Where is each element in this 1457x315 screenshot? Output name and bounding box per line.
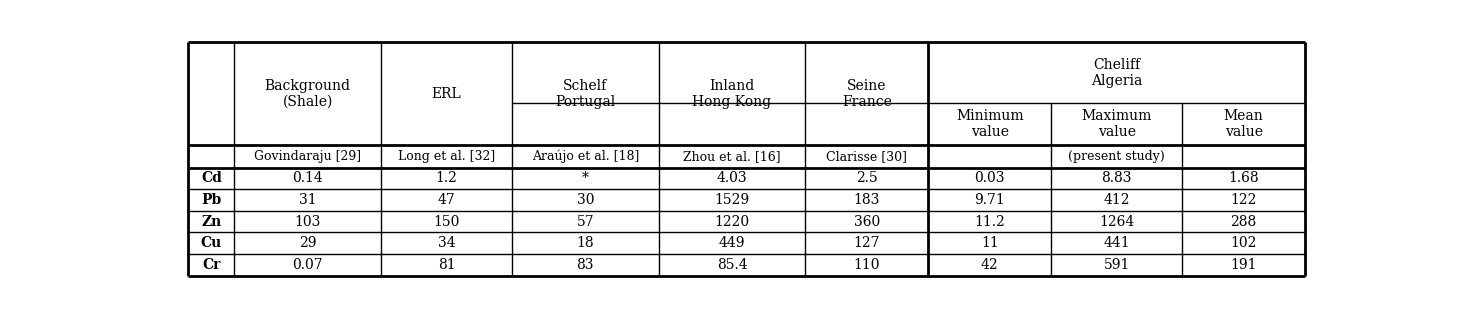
- Text: 0.14: 0.14: [293, 171, 323, 185]
- Text: Seine
France: Seine France: [842, 79, 892, 109]
- Text: Zn: Zn: [201, 215, 221, 229]
- Text: 8.83: 8.83: [1101, 171, 1132, 185]
- Text: 0.07: 0.07: [293, 258, 323, 272]
- Text: Zhou et al. [16]: Zhou et al. [16]: [683, 150, 781, 163]
- Text: 1.68: 1.68: [1228, 171, 1259, 185]
- Text: Inland
Hong Kong: Inland Hong Kong: [692, 79, 772, 109]
- Text: Maximum
value: Maximum value: [1081, 109, 1152, 139]
- Text: 122: 122: [1231, 193, 1257, 207]
- Text: 110: 110: [854, 258, 880, 272]
- Text: 102: 102: [1231, 236, 1257, 250]
- Text: Schelf
Portugal: Schelf Portugal: [555, 79, 615, 109]
- Text: 83: 83: [577, 258, 594, 272]
- Text: 1529: 1529: [714, 193, 749, 207]
- Text: 31: 31: [299, 193, 316, 207]
- Text: 0.03: 0.03: [975, 171, 1005, 185]
- Text: 57: 57: [577, 215, 594, 229]
- Text: 2.5: 2.5: [857, 171, 877, 185]
- Text: Araújo et al. [18]: Araújo et al. [18]: [532, 150, 640, 163]
- Text: 11: 11: [981, 236, 998, 250]
- Text: 85.4: 85.4: [717, 258, 747, 272]
- Text: 47: 47: [437, 193, 456, 207]
- Text: 42: 42: [981, 258, 998, 272]
- Text: 1220: 1220: [714, 215, 749, 229]
- Text: 449: 449: [718, 236, 746, 250]
- Text: 4.03: 4.03: [717, 171, 747, 185]
- Text: 591: 591: [1103, 258, 1131, 272]
- Text: Minimum
value: Minimum value: [956, 109, 1024, 139]
- Text: (present study): (present study): [1068, 150, 1166, 163]
- Text: 412: 412: [1103, 193, 1131, 207]
- Text: Clarisse [30]: Clarisse [30]: [826, 150, 908, 163]
- Text: Cr: Cr: [203, 258, 220, 272]
- Text: 81: 81: [437, 258, 455, 272]
- Text: 30: 30: [577, 193, 594, 207]
- Text: 34: 34: [437, 236, 455, 250]
- Text: 11.2: 11.2: [975, 215, 1005, 229]
- Text: ERL: ERL: [431, 87, 462, 101]
- Text: 9.71: 9.71: [975, 193, 1005, 207]
- Text: 360: 360: [854, 215, 880, 229]
- Text: 288: 288: [1231, 215, 1257, 229]
- Text: Background
(Shale): Background (Shale): [265, 79, 351, 109]
- Text: *: *: [581, 171, 589, 185]
- Text: 1.2: 1.2: [436, 171, 457, 185]
- Text: Mean
value: Mean value: [1224, 109, 1263, 139]
- Text: Cd: Cd: [201, 171, 221, 185]
- Text: 127: 127: [854, 236, 880, 250]
- Text: 103: 103: [294, 215, 321, 229]
- Text: 18: 18: [577, 236, 594, 250]
- Text: Govindaraju [29]: Govindaraju [29]: [254, 150, 361, 163]
- Text: 150: 150: [433, 215, 460, 229]
- Text: 29: 29: [299, 236, 316, 250]
- Text: 191: 191: [1230, 258, 1257, 272]
- Text: Pb: Pb: [201, 193, 221, 207]
- Text: Cheliff
Algeria: Cheliff Algeria: [1091, 58, 1142, 88]
- Text: 1264: 1264: [1099, 215, 1135, 229]
- Text: Cu: Cu: [201, 236, 221, 250]
- Text: 183: 183: [854, 193, 880, 207]
- Text: 441: 441: [1103, 236, 1131, 250]
- Text: Long et al. [32]: Long et al. [32]: [398, 150, 495, 163]
